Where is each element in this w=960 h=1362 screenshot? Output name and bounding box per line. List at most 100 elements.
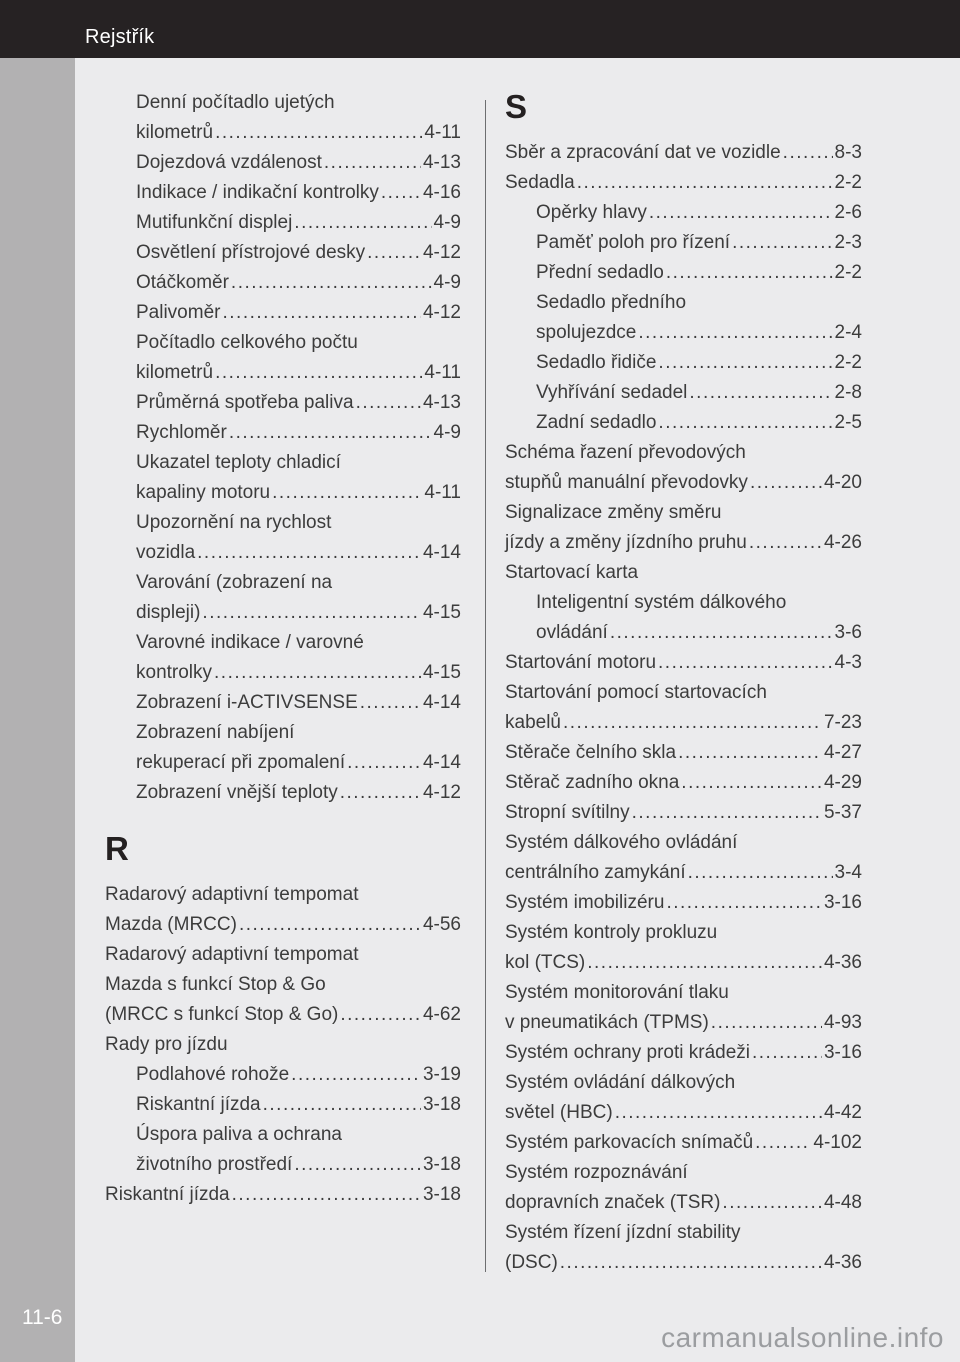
page-ref: 3-16: [823, 892, 862, 913]
entry-text: rekuperací při zpomalení: [136, 752, 346, 773]
page-ref: 4-11: [424, 362, 461, 383]
page-ref: 4-13: [422, 152, 461, 173]
page-ref: 4-3: [834, 652, 862, 673]
index-entry-line: stupňů manuální převodovky 4-20: [505, 468, 862, 498]
entry-text: Počítadlo celkového počtu: [136, 332, 358, 353]
index-entry-line: dopravních značek (TSR) 4-48: [505, 1188, 862, 1218]
index-entry: Otáčkoměr 4-9: [105, 268, 461, 298]
index-entry-line: ovládání 3-6: [536, 618, 862, 648]
entry-text: Stěrač zadního okna: [505, 772, 680, 793]
entry-text: Systém ochrany proti krádeži: [505, 1042, 750, 1063]
entry-text: Zobrazení nabíjení: [136, 722, 295, 743]
index-entry-line: Sběr a zpracování dat ve vozidle 8-3: [505, 138, 862, 168]
index-entry: Startovací karta: [505, 558, 862, 588]
index-entry: Systém rozpoznávání dopravních značek (TS…: [505, 1158, 862, 1218]
page-number: 11-6: [22, 1306, 63, 1329]
dot-leader: [783, 138, 833, 168]
dot-leader: [340, 778, 421, 808]
entry-text: Systém ovládání dálkových: [505, 1072, 736, 1093]
dot-leader: [340, 1000, 421, 1030]
index-entry-line: Startování motoru 4-3: [505, 648, 862, 678]
dot-leader: [638, 318, 832, 348]
dot-leader: [563, 708, 822, 738]
entry-text: Stropní svítilny: [505, 802, 630, 823]
entry-text: kontrolky: [136, 662, 213, 683]
index-entry-line: Zadní sedadlo 2-5: [536, 408, 862, 438]
index-entry-line: Startování pomocí startovacích: [505, 678, 862, 708]
dot-leader: [681, 768, 822, 798]
dot-leader: [632, 798, 822, 828]
index-entry-line: kontrolky 4-15: [136, 658, 461, 688]
index-entry-line: životního prostředí 3-18: [136, 1150, 461, 1180]
index-entry-line: Systém dálkového ovládání: [505, 828, 862, 858]
index-entry-line: Systém řízení jízdní stability: [505, 1218, 862, 1248]
entry-text: jízdy a změny jízdního pruhu: [505, 532, 747, 553]
page-ref: 2-3: [834, 232, 862, 253]
page-ref: 2-6: [834, 202, 862, 223]
dot-leader: [272, 478, 422, 508]
index-entry-line: Rady pro jízdu: [105, 1030, 461, 1060]
page-ref: 4-11: [424, 482, 461, 503]
index-entry-line: Systém ovládání dálkových: [505, 1068, 862, 1098]
index-entry: Rady pro jízdu: [105, 1030, 461, 1060]
page-ref: 4-42: [823, 1102, 862, 1123]
entry-text: Systém rozpoznávání: [505, 1162, 688, 1183]
index-entry: Zobrazení vnější teploty 4-12: [105, 778, 461, 808]
entry-text: vozidla: [136, 542, 196, 563]
index-entry-line: Systém monitorování tlaku: [505, 978, 862, 1008]
entry-text: Zobrazení i-ACTIVSENSE: [136, 692, 358, 713]
index-entry-line: Opěrky hlavy 2-6: [536, 198, 862, 228]
watermark: carmanualsonline.info: [661, 1322, 944, 1353]
index-entry-line: Startovací karta: [505, 558, 862, 588]
index-entry: Paměť poloh pro řízení 2-3: [505, 228, 862, 258]
index-entry-line: kapaliny motoru 4-11: [136, 478, 461, 508]
page-ref: 3-16: [823, 1042, 862, 1063]
entry-text: v pneumatikách (TPMS): [505, 1012, 709, 1033]
entry-text: Otáčkoměr: [136, 272, 229, 293]
page-ref: 4-13: [422, 392, 461, 413]
index-entry-line: Radarový adaptivní tempomat: [105, 880, 461, 910]
dot-leader: [732, 228, 832, 258]
index-entry: Počítadlo celkového počtu kilometrů 4-11: [105, 328, 461, 388]
dot-leader: [755, 1128, 811, 1158]
dot-leader: [666, 888, 822, 918]
page-ref: 5-37: [823, 802, 862, 823]
index-entry: Systém řízení jízdní stability (DSC) 4-36: [505, 1218, 862, 1278]
entry-text: Vyhřívání sedadel: [536, 382, 688, 403]
entry-text: Inteligentní systém dálkového: [536, 592, 787, 613]
index-entry-line: Stropní svítilny 5-37: [505, 798, 862, 828]
entry-text: ovládání: [536, 622, 608, 643]
entry-text: stupňů manuální převodovky: [505, 472, 748, 493]
dot-leader: [215, 118, 422, 148]
page-ref: 4-11: [424, 122, 461, 143]
entry-text: Varování (zobrazení na: [136, 572, 333, 593]
index-entry: Sedadlo řidiče 2-2: [505, 348, 862, 378]
page-ref: 4-20: [823, 472, 862, 493]
page-ref: 2-2: [834, 352, 862, 373]
index-entry-line: displeji) 4-15: [136, 598, 461, 628]
entry-text: Osvětlení přístrojové desky: [136, 242, 366, 263]
entry-text: Indikace / indikační kontrolky: [136, 182, 379, 203]
entry-text: Systém dálkového ovládání: [505, 832, 738, 853]
entry-text: Startovací karta: [505, 562, 639, 583]
section-letter-r: R: [105, 830, 129, 867]
page-ref: 4-14: [422, 542, 461, 563]
index-entry: Mutifunkční displej 4-9: [105, 208, 461, 238]
page-ref: 4-93: [823, 1012, 862, 1033]
index-entry: Stěrače čelního skla 4-27: [505, 738, 862, 768]
entry-text: kabelů: [505, 712, 561, 733]
index-entry-line: Indikace / indikační kontrolky 4-16: [136, 178, 461, 208]
page-ref: 2-4: [834, 322, 862, 343]
entry-text: Signalizace změny směru: [505, 502, 722, 523]
index-entry-line: Sedadla 2-2: [505, 168, 862, 198]
index-entry-line: Inteligentní systém dálkového: [536, 588, 862, 618]
dot-leader: [722, 1188, 822, 1218]
entry-text: Rychloměr: [136, 422, 227, 443]
dot-leader: [658, 348, 832, 378]
dot-leader: [347, 748, 421, 778]
index-entry: Varování (zobrazení na displeji) 4-15: [105, 568, 461, 628]
entry-text: centrálního zamykání: [505, 862, 686, 883]
entry-text: Dojezdová vzdálenost: [136, 152, 322, 173]
index-entry-line: Radarový adaptivní tempomat: [105, 940, 461, 970]
index-entry-line: Systém imobilizéru 3-16: [505, 888, 862, 918]
